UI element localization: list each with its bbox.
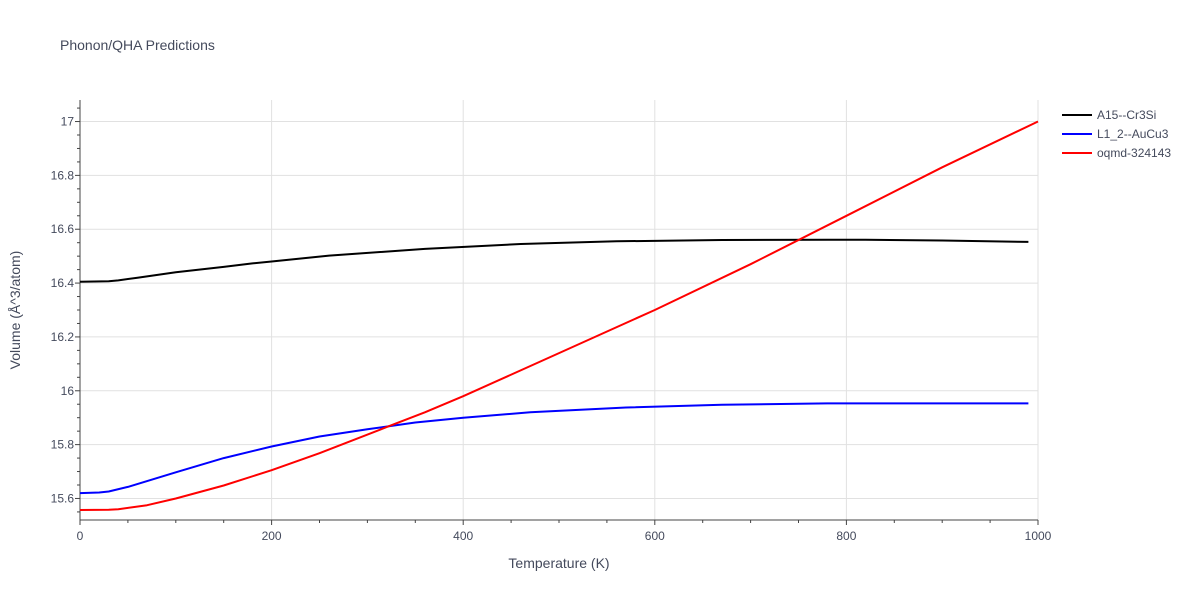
y-tick-label: 16.8 xyxy=(51,168,75,182)
x-tick-label: 0 xyxy=(77,529,84,543)
x-tick-label: 200 xyxy=(262,529,282,543)
y-tick-label: 16 xyxy=(61,384,75,398)
x-tick-label: 800 xyxy=(836,529,856,543)
y-axis-title: Volume (Å^3/atom) xyxy=(7,251,23,370)
series-lines xyxy=(79,120,1039,511)
legend[interactable]: A15--Cr3Si L1_2--AuCu3 oqmd-324143 xyxy=(1062,108,1171,160)
y-tick-label: 15.8 xyxy=(51,438,75,452)
x-tick-label: 400 xyxy=(453,529,473,543)
legend-label: L1_2--AuCu3 xyxy=(1097,127,1169,141)
chart-title: Phonon/QHA Predictions xyxy=(60,37,215,53)
legend-label: A15--Cr3Si xyxy=(1097,108,1156,122)
axes: 0 200 400 600 800 1000 15.6 15.8 16 16.2 16.4 16.6 1… xyxy=(51,100,1052,543)
legend-item[interactable]: oqmd-324143 xyxy=(1062,146,1171,160)
grid xyxy=(80,100,1039,520)
y-tick-label: 16.2 xyxy=(51,330,75,344)
legend-item[interactable]: A15--Cr3Si xyxy=(1062,108,1156,122)
y-tick-label: 16.4 xyxy=(51,276,75,290)
y-tick-label: 16.6 xyxy=(51,222,75,236)
x-tick-label: 600 xyxy=(645,529,665,543)
y-tick-label: 15.6 xyxy=(51,491,75,505)
legend-label: oqmd-324143 xyxy=(1097,146,1171,160)
x-tick-label: 1000 xyxy=(1025,529,1052,543)
legend-item[interactable]: L1_2--AuCu3 xyxy=(1062,127,1169,141)
series-line-l1-2-aucu3 xyxy=(79,402,1029,495)
x-axis-title: Temperature (K) xyxy=(508,555,609,571)
y-tick-label: 17 xyxy=(61,115,75,129)
series-line-a15-cr3si xyxy=(79,238,1029,283)
series-line-oqmd-324143 xyxy=(79,120,1039,511)
